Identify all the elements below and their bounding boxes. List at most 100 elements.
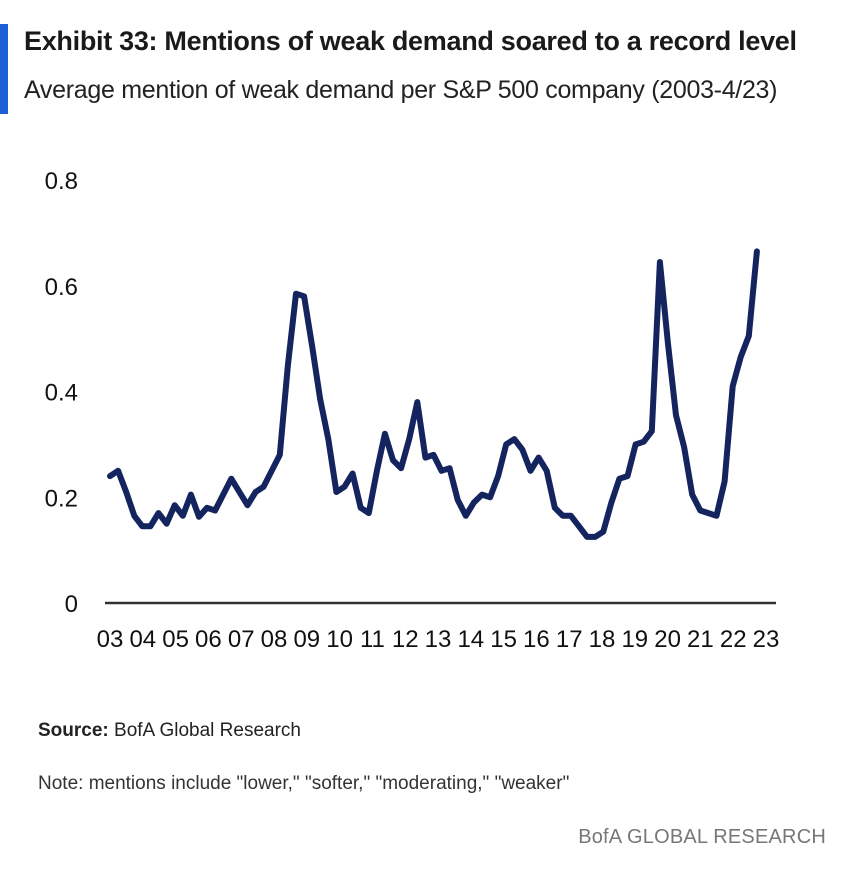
data-point [253,489,259,495]
data-point [479,492,485,498]
x-tick-label: 20 [654,626,681,653]
x-tick-label: 13 [425,626,452,653]
data-point [139,523,145,529]
data-point [244,502,250,508]
data-point [503,441,509,447]
data-point [576,523,582,529]
data-point [350,470,356,476]
x-tick-label: 14 [457,626,484,653]
data-point [738,354,744,360]
data-point [406,436,412,442]
chart-subtitle: Average mention of weak demand per S&P 5… [24,76,778,104]
data-point [309,344,315,350]
data-point [568,513,574,519]
y-tick-label: 0.8 [45,168,78,195]
data-point [220,492,226,498]
data-point [382,431,388,437]
y-tick-label: 0.2 [45,485,78,512]
data-point [447,465,453,471]
data-point [455,497,461,503]
y-tick-label: 0.4 [45,380,78,407]
x-tick-label: 04 [129,626,156,653]
x-tick-label: 06 [195,626,222,653]
data-point [123,489,129,495]
source-line: Source: BofA Global Research [38,720,301,742]
x-tick-label: 23 [753,626,780,653]
source-label: Source: [38,720,109,741]
data-point [390,457,396,463]
data-point [325,436,331,442]
line-chart: 0 0.2 0.4 0.6 0.8 03 04 05 06 07 08 09 10 11 12 13 14 15… [45,168,780,653]
y-tick-labels: 0 0.2 0.4 0.6 0.8 [45,168,78,618]
series-line [107,248,760,540]
data-point [657,259,663,265]
x-tick-label: 03 [97,626,124,653]
data-point [439,468,445,474]
data-point [164,521,170,527]
data-point [115,468,121,474]
data-point [495,473,501,479]
x-tick-label: 09 [293,626,320,653]
data-point [463,513,469,519]
chart-title: Exhibit 33: Mentions of weak demand soar… [24,26,797,56]
data-point [697,507,703,513]
data-point [665,341,671,347]
data-point [527,468,533,474]
data-point [236,489,242,495]
x-tick-label: 05 [162,626,189,653]
data-point [544,468,550,474]
data-point [333,489,339,495]
data-point [261,484,267,490]
x-tick-label: 17 [556,626,583,653]
data-point [584,534,590,540]
data-point [633,441,639,447]
data-point [374,468,380,474]
data-point [511,436,517,442]
data-point [730,383,736,389]
data-point [317,396,323,402]
data-point [212,507,218,513]
data-point [293,291,299,297]
data-point [147,523,153,529]
data-point [689,492,695,498]
data-point [673,412,679,418]
data-point [600,529,606,535]
data-point [754,248,760,254]
data-point [625,473,631,479]
x-tick-label: 19 [621,626,648,653]
x-tick-label: 08 [261,626,288,653]
brand-footer: BofA GLOBAL RESEARCH [578,826,826,848]
accent-bar [0,24,8,114]
y-tick-label: 0 [65,591,78,618]
data-point [705,510,711,516]
data-point [188,492,194,498]
data-point [107,473,113,479]
data-point [649,428,655,434]
data-point [487,494,493,500]
data-point [592,534,598,540]
x-tick-labels: 03 04 05 06 07 08 09 10 11 12 13 14 15 16 17 18 19 20 21 22… [97,626,780,653]
data-point [277,452,283,458]
data-point [430,452,436,458]
data-point [180,513,186,519]
y-tick-label: 0.6 [45,274,78,301]
source-text: BofA Global Research [114,720,301,741]
note-text: Note: mentions include "lower," "softer,… [38,773,570,794]
data-point [414,399,420,405]
data-point [641,439,647,445]
data-point [681,444,687,450]
data-point [204,505,210,511]
data-point [301,293,307,299]
data-point [156,510,162,516]
data-point [285,362,291,368]
data-point [608,500,614,506]
x-tick-label: 21 [687,626,714,653]
data-point [398,465,404,471]
x-tick-label: 12 [392,626,419,653]
x-tick-label: 16 [523,626,550,653]
x-tick-label: 22 [720,626,747,653]
x-tick-label: 10 [326,626,353,653]
data-point [560,513,566,519]
data-point [519,447,525,453]
x-tick-label: 18 [589,626,616,653]
